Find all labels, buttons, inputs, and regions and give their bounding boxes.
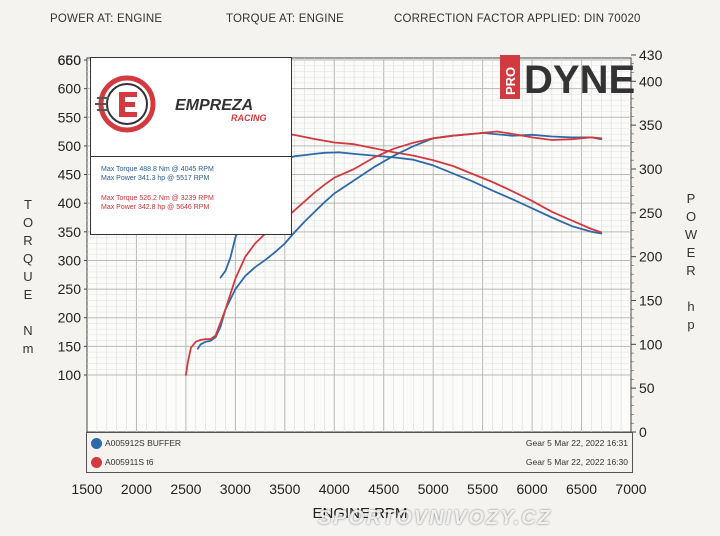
red-max-torque: Max Torque 526.2 Nm @ 3239 RPM (101, 195, 214, 202)
x-tick-label: 2000 (121, 481, 152, 497)
axis-title-letter: P (686, 191, 696, 206)
svg-text:RACING: RACING (231, 113, 267, 123)
run-legend-item-blue: A005912S BUFFER Gear 5 Mar 22, 2022 16:3… (87, 434, 632, 452)
axis-title-letter: U (23, 269, 33, 284)
y-left-tick-label: 400 (58, 195, 82, 211)
axis-title-letter: O (22, 215, 34, 230)
series-line-power-red (184, 130, 603, 376)
y-right-tick-label: 350 (639, 117, 663, 133)
x-tick-label: 4500 (368, 481, 399, 497)
axis-title-letter: m (22, 341, 34, 356)
x-tick-label: 2500 (170, 481, 201, 497)
y-left-tick-label: 150 (58, 338, 82, 354)
logo-stats-box: EMPREZA RACING Max Torque 488.8 Nm @ 404… (90, 57, 292, 235)
run-color-dot (91, 438, 102, 449)
y-left-tick-label: 350 (58, 224, 82, 240)
axis-title-letter: p (687, 317, 695, 332)
run-date: Gear 5 Mar 22, 2022 16:30 (525, 457, 628, 467)
x-tick-label: 5000 (418, 481, 449, 497)
x-axis-title: ENGINE RPM (312, 505, 408, 522)
x-tick-label: 6000 (517, 481, 548, 497)
y-left-tick-label: 500 (58, 138, 82, 154)
y-right-tick-label: 300 (639, 161, 663, 177)
axis-title-letter (683, 280, 699, 298)
run-color-dot (91, 457, 102, 468)
axis-title-letter: R (23, 233, 33, 248)
svg-text:DYNE: DYNE (524, 58, 635, 99)
blue-max-power: Max Power 341.3 hp @ 5517 RPM (101, 175, 210, 182)
x-tick-label: 4000 (319, 481, 350, 497)
axis-title-letter (20, 304, 36, 322)
header-torque-at: TORQUE AT: ENGINE (226, 13, 344, 25)
header-power-at: POWER AT: ENGINE (50, 13, 163, 25)
prodyne-logo: PRO DYNE (500, 55, 635, 102)
y-right-tick-label: 200 (639, 249, 663, 265)
run-legend-item-red: A005911S t6 Gear 5 Mar 22, 2022 16:30 (87, 453, 632, 471)
y-right-tick-label: 400 (639, 73, 663, 89)
axis-title-letter: E (23, 287, 33, 302)
y-left-tick-label: 550 (58, 109, 82, 125)
axis-title-letter: W (684, 227, 698, 242)
axis-title-letter: R (686, 263, 696, 278)
y-left-tick-label: 450 (58, 167, 82, 183)
run-name: A005911S t6 (105, 457, 154, 467)
run-name: A005912S BUFFER (105, 438, 182, 448)
empreza-racing-logo: EMPREZA RACING (91, 58, 291, 156)
y-right-tick-label: 0 (639, 424, 647, 440)
svg-text:EMPREZA: EMPREZA (175, 97, 253, 114)
x-tick-label: 1500 (71, 481, 102, 497)
y-left-tick-label: 250 (58, 281, 82, 297)
blue-max-torque: Max Torque 488.8 Nm @ 4045 RPM (101, 166, 214, 173)
x-tick-label: 7000 (615, 481, 646, 497)
watermark: SPORTOVNIVOZY.CZ (318, 507, 552, 529)
run-date: Gear 5 Mar 22, 2022 16:31 (525, 438, 628, 448)
svg-text:PRO: PRO (503, 67, 518, 95)
y-left-tick-label: 300 (58, 252, 82, 268)
axis-title-letter: h (687, 299, 695, 314)
axis-title-letter: T (24, 197, 32, 212)
axis-title-letter: O (685, 209, 697, 224)
x-tick-label: 6500 (566, 481, 597, 497)
y-left-tick-label: 660 (58, 52, 82, 68)
run-legend: A005912S BUFFER Gear 5 Mar 22, 2022 16:3… (86, 432, 633, 473)
y-left-tick-label: 600 (58, 81, 82, 97)
y-left-tick-label: 100 (58, 367, 82, 383)
y-right-tick-label: 430 (639, 47, 663, 63)
x-tick-label: 3500 (269, 481, 300, 497)
y-left-tick-label: 200 (58, 310, 82, 326)
x-tick-label: 3000 (220, 481, 251, 497)
series-line-power-blue (196, 131, 603, 350)
axis-title-letter: Q (22, 251, 34, 266)
axis-title-letter: N (23, 323, 33, 338)
axis-title-letter: E (686, 245, 696, 260)
y-right-tick-label: 150 (639, 292, 663, 308)
logo-separator (91, 156, 291, 157)
y-right-tick-label: 100 (639, 336, 663, 352)
header-correction-factor: CORRECTION FACTOR APPLIED: DIN 70020 (394, 13, 641, 25)
red-max-power: Max Power 342.8 hp @ 5646 RPM (101, 204, 210, 211)
y-left-tick-label: 650 (58, 52, 82, 68)
y-right-tick-label: 250 (639, 205, 663, 221)
x-tick-label: 5500 (467, 481, 498, 497)
y-right-tick-label: 50 (639, 380, 655, 396)
